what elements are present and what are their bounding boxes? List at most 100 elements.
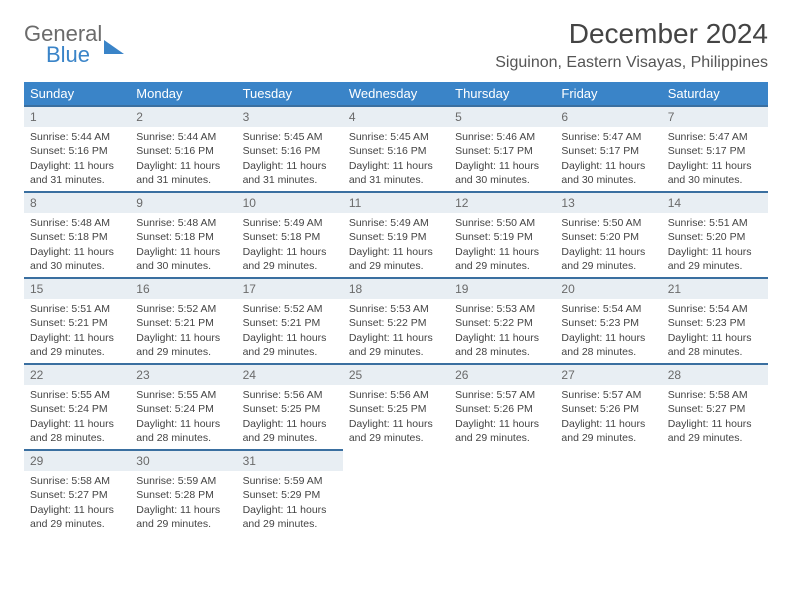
calendar-cell: 3Sunrise: 5:45 AMSunset: 5:16 PMDaylight… bbox=[237, 105, 343, 191]
day-number: 2 bbox=[130, 105, 236, 127]
day-number: 15 bbox=[24, 277, 130, 299]
calendar-cell: 28Sunrise: 5:58 AMSunset: 5:27 PMDayligh… bbox=[662, 363, 768, 449]
calendar-cell: 11Sunrise: 5:49 AMSunset: 5:19 PMDayligh… bbox=[343, 191, 449, 277]
day-text: Sunrise: 5:45 AMSunset: 5:16 PMDaylight:… bbox=[343, 127, 449, 191]
day-text: Sunrise: 5:45 AMSunset: 5:16 PMDaylight:… bbox=[237, 127, 343, 191]
calendar-cell bbox=[662, 449, 768, 535]
calendar-cell: 20Sunrise: 5:54 AMSunset: 5:23 PMDayligh… bbox=[555, 277, 661, 363]
day-number: 23 bbox=[130, 363, 236, 385]
day-text: Sunrise: 5:47 AMSunset: 5:17 PMDaylight:… bbox=[662, 127, 768, 191]
day-text: Sunrise: 5:44 AMSunset: 5:16 PMDaylight:… bbox=[24, 127, 130, 191]
day-text: Sunrise: 5:56 AMSunset: 5:25 PMDaylight:… bbox=[237, 385, 343, 449]
weekday-friday: Friday bbox=[555, 82, 661, 105]
day-number: 14 bbox=[662, 191, 768, 213]
calendar-cell: 5Sunrise: 5:46 AMSunset: 5:17 PMDaylight… bbox=[449, 105, 555, 191]
day-text: Sunrise: 5:50 AMSunset: 5:19 PMDaylight:… bbox=[449, 213, 555, 277]
calendar-cell: 7Sunrise: 5:47 AMSunset: 5:17 PMDaylight… bbox=[662, 105, 768, 191]
day-number: 8 bbox=[24, 191, 130, 213]
day-number: 11 bbox=[343, 191, 449, 213]
calendar-cell bbox=[449, 449, 555, 535]
day-text: Sunrise: 5:58 AMSunset: 5:27 PMDaylight:… bbox=[662, 385, 768, 449]
calendar-cell: 27Sunrise: 5:57 AMSunset: 5:26 PMDayligh… bbox=[555, 363, 661, 449]
calendar-table: SundayMondayTuesdayWednesdayThursdayFrid… bbox=[24, 82, 768, 535]
day-number: 31 bbox=[237, 449, 343, 471]
calendar-row: 22Sunrise: 5:55 AMSunset: 5:24 PMDayligh… bbox=[24, 363, 768, 449]
calendar-cell: 19Sunrise: 5:53 AMSunset: 5:22 PMDayligh… bbox=[449, 277, 555, 363]
weekday-saturday: Saturday bbox=[662, 82, 768, 105]
calendar-row: 8Sunrise: 5:48 AMSunset: 5:18 PMDaylight… bbox=[24, 191, 768, 277]
weekday-header-row: SundayMondayTuesdayWednesdayThursdayFrid… bbox=[24, 82, 768, 105]
day-text: Sunrise: 5:47 AMSunset: 5:17 PMDaylight:… bbox=[555, 127, 661, 191]
calendar-cell bbox=[343, 449, 449, 535]
calendar-cell: 30Sunrise: 5:59 AMSunset: 5:28 PMDayligh… bbox=[130, 449, 236, 535]
day-number: 24 bbox=[237, 363, 343, 385]
calendar-cell: 12Sunrise: 5:50 AMSunset: 5:19 PMDayligh… bbox=[449, 191, 555, 277]
day-number: 26 bbox=[449, 363, 555, 385]
weekday-thursday: Thursday bbox=[449, 82, 555, 105]
day-text: Sunrise: 5:53 AMSunset: 5:22 PMDaylight:… bbox=[449, 299, 555, 363]
month-title: December 2024 bbox=[495, 18, 768, 50]
day-number: 19 bbox=[449, 277, 555, 299]
day-number: 4 bbox=[343, 105, 449, 127]
logo: General Blue bbox=[24, 18, 124, 66]
day-number: 12 bbox=[449, 191, 555, 213]
day-number: 27 bbox=[555, 363, 661, 385]
day-number: 7 bbox=[662, 105, 768, 127]
calendar-cell: 31Sunrise: 5:59 AMSunset: 5:29 PMDayligh… bbox=[237, 449, 343, 535]
day-text: Sunrise: 5:49 AMSunset: 5:18 PMDaylight:… bbox=[237, 213, 343, 277]
day-text: Sunrise: 5:51 AMSunset: 5:21 PMDaylight:… bbox=[24, 299, 130, 363]
calendar-cell bbox=[555, 449, 661, 535]
calendar-cell: 22Sunrise: 5:55 AMSunset: 5:24 PMDayligh… bbox=[24, 363, 130, 449]
calendar-cell: 9Sunrise: 5:48 AMSunset: 5:18 PMDaylight… bbox=[130, 191, 236, 277]
logo-triangle-icon bbox=[104, 40, 124, 54]
calendar-cell: 23Sunrise: 5:55 AMSunset: 5:24 PMDayligh… bbox=[130, 363, 236, 449]
day-text: Sunrise: 5:55 AMSunset: 5:24 PMDaylight:… bbox=[130, 385, 236, 449]
day-text: Sunrise: 5:54 AMSunset: 5:23 PMDaylight:… bbox=[662, 299, 768, 363]
weekday-wednesday: Wednesday bbox=[343, 82, 449, 105]
calendar-cell: 16Sunrise: 5:52 AMSunset: 5:21 PMDayligh… bbox=[130, 277, 236, 363]
day-text: Sunrise: 5:56 AMSunset: 5:25 PMDaylight:… bbox=[343, 385, 449, 449]
day-number: 10 bbox=[237, 191, 343, 213]
calendar-cell: 25Sunrise: 5:56 AMSunset: 5:25 PMDayligh… bbox=[343, 363, 449, 449]
calendar-cell: 13Sunrise: 5:50 AMSunset: 5:20 PMDayligh… bbox=[555, 191, 661, 277]
day-text: Sunrise: 5:57 AMSunset: 5:26 PMDaylight:… bbox=[449, 385, 555, 449]
title-block: December 2024 Siguinon, Eastern Visayas,… bbox=[495, 18, 768, 72]
location: Siguinon, Eastern Visayas, Philippines bbox=[495, 54, 768, 72]
calendar-cell: 4Sunrise: 5:45 AMSunset: 5:16 PMDaylight… bbox=[343, 105, 449, 191]
day-text: Sunrise: 5:48 AMSunset: 5:18 PMDaylight:… bbox=[130, 213, 236, 277]
day-text: Sunrise: 5:48 AMSunset: 5:18 PMDaylight:… bbox=[24, 213, 130, 277]
day-text: Sunrise: 5:44 AMSunset: 5:16 PMDaylight:… bbox=[130, 127, 236, 191]
day-number: 22 bbox=[24, 363, 130, 385]
day-number: 9 bbox=[130, 191, 236, 213]
calendar-cell: 29Sunrise: 5:58 AMSunset: 5:27 PMDayligh… bbox=[24, 449, 130, 535]
day-text: Sunrise: 5:59 AMSunset: 5:29 PMDaylight:… bbox=[237, 471, 343, 535]
day-text: Sunrise: 5:46 AMSunset: 5:17 PMDaylight:… bbox=[449, 127, 555, 191]
calendar-row: 1Sunrise: 5:44 AMSunset: 5:16 PMDaylight… bbox=[24, 105, 768, 191]
day-text: Sunrise: 5:54 AMSunset: 5:23 PMDaylight:… bbox=[555, 299, 661, 363]
calendar-cell: 24Sunrise: 5:56 AMSunset: 5:25 PMDayligh… bbox=[237, 363, 343, 449]
day-number: 29 bbox=[24, 449, 130, 471]
calendar-row: 29Sunrise: 5:58 AMSunset: 5:27 PMDayligh… bbox=[24, 449, 768, 535]
day-text: Sunrise: 5:52 AMSunset: 5:21 PMDaylight:… bbox=[130, 299, 236, 363]
calendar-row: 15Sunrise: 5:51 AMSunset: 5:21 PMDayligh… bbox=[24, 277, 768, 363]
calendar-body: 1Sunrise: 5:44 AMSunset: 5:16 PMDaylight… bbox=[24, 105, 768, 535]
calendar-cell: 8Sunrise: 5:48 AMSunset: 5:18 PMDaylight… bbox=[24, 191, 130, 277]
calendar-cell: 18Sunrise: 5:53 AMSunset: 5:22 PMDayligh… bbox=[343, 277, 449, 363]
calendar-cell: 21Sunrise: 5:54 AMSunset: 5:23 PMDayligh… bbox=[662, 277, 768, 363]
day-number: 28 bbox=[662, 363, 768, 385]
day-text: Sunrise: 5:53 AMSunset: 5:22 PMDaylight:… bbox=[343, 299, 449, 363]
day-text: Sunrise: 5:50 AMSunset: 5:20 PMDaylight:… bbox=[555, 213, 661, 277]
calendar-cell: 14Sunrise: 5:51 AMSunset: 5:20 PMDayligh… bbox=[662, 191, 768, 277]
day-text: Sunrise: 5:59 AMSunset: 5:28 PMDaylight:… bbox=[130, 471, 236, 535]
day-number: 25 bbox=[343, 363, 449, 385]
day-number: 1 bbox=[24, 105, 130, 127]
weekday-tuesday: Tuesday bbox=[237, 82, 343, 105]
day-text: Sunrise: 5:52 AMSunset: 5:21 PMDaylight:… bbox=[237, 299, 343, 363]
day-text: Sunrise: 5:58 AMSunset: 5:27 PMDaylight:… bbox=[24, 471, 130, 535]
day-number: 3 bbox=[237, 105, 343, 127]
brand-line2: Blue bbox=[46, 45, 102, 66]
day-number: 18 bbox=[343, 277, 449, 299]
day-number: 21 bbox=[662, 277, 768, 299]
day-text: Sunrise: 5:57 AMSunset: 5:26 PMDaylight:… bbox=[555, 385, 661, 449]
day-text: Sunrise: 5:51 AMSunset: 5:20 PMDaylight:… bbox=[662, 213, 768, 277]
